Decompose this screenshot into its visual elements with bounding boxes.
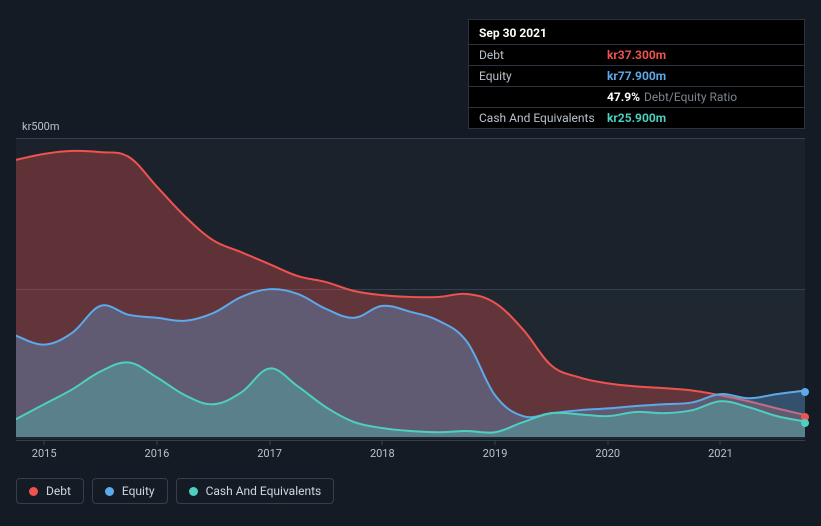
x-tick-label: 2018	[370, 447, 395, 460]
x-tick-label: 2016	[145, 447, 170, 460]
tooltip-row-label	[479, 89, 607, 105]
x-tick-label: 2021	[708, 447, 733, 460]
legend-label: Equity	[122, 484, 155, 498]
tooltip-row: Debtkr37.300m	[469, 44, 804, 65]
x-tick-line	[269, 441, 270, 445]
tooltip-row-label: Equity	[479, 68, 607, 84]
legend-dot-cash	[189, 487, 198, 496]
tooltip-row-value: 47.9%	[607, 89, 640, 105]
legend-item-debt[interactable]: Debt	[16, 478, 84, 504]
tooltip-row-sublabel: Debt/Equity Ratio	[644, 89, 737, 105]
legend-item-equity[interactable]: Equity	[92, 478, 168, 504]
x-axis: 2015 2016 2017 2018 2019 2020 2021	[16, 440, 805, 470]
tooltip-row-value: kr37.300m	[607, 47, 666, 63]
tooltip-date: Sep 30 2021	[469, 20, 804, 44]
tooltip-row-value: kr77.900m	[607, 68, 666, 84]
x-tick-label: 2017	[257, 447, 282, 460]
legend: Debt Equity Cash And Equivalents	[16, 478, 334, 504]
legend-item-cash[interactable]: Cash And Equivalents	[176, 478, 335, 504]
chart-tooltip: Sep 30 2021 Debtkr37.300mEquitykr77.900m…	[468, 19, 805, 129]
legend-dot-equity	[105, 487, 114, 496]
x-tick-line	[607, 441, 608, 445]
x-tick-line	[44, 441, 45, 445]
x-tick-label: 2020	[595, 447, 620, 460]
x-tick-label: 2019	[483, 447, 508, 460]
tooltip-row: Equitykr77.900m	[469, 65, 804, 86]
x-tick-label: 2015	[32, 447, 57, 460]
series-end-dot-equity	[801, 388, 809, 396]
plot-svg	[16, 139, 805, 437]
legend-label: Debt	[46, 484, 71, 498]
series-end-dot-cash	[801, 419, 809, 427]
legend-label: Cash And Equivalents	[206, 484, 322, 498]
x-tick-line	[156, 441, 157, 445]
x-tick-line	[495, 441, 496, 445]
tooltip-row-label: Debt	[479, 47, 607, 63]
tooltip-row: 47.9%Debt/Equity Ratio	[469, 86, 804, 107]
debt-equity-chart: kr500m kr0 2015201620172018201920202021	[16, 120, 805, 480]
y-tick-max: kr500m	[22, 120, 60, 133]
legend-dot-debt	[29, 487, 38, 496]
x-tick-line	[382, 441, 383, 445]
x-tick-line	[720, 441, 721, 445]
plot-area[interactable]	[16, 138, 805, 438]
